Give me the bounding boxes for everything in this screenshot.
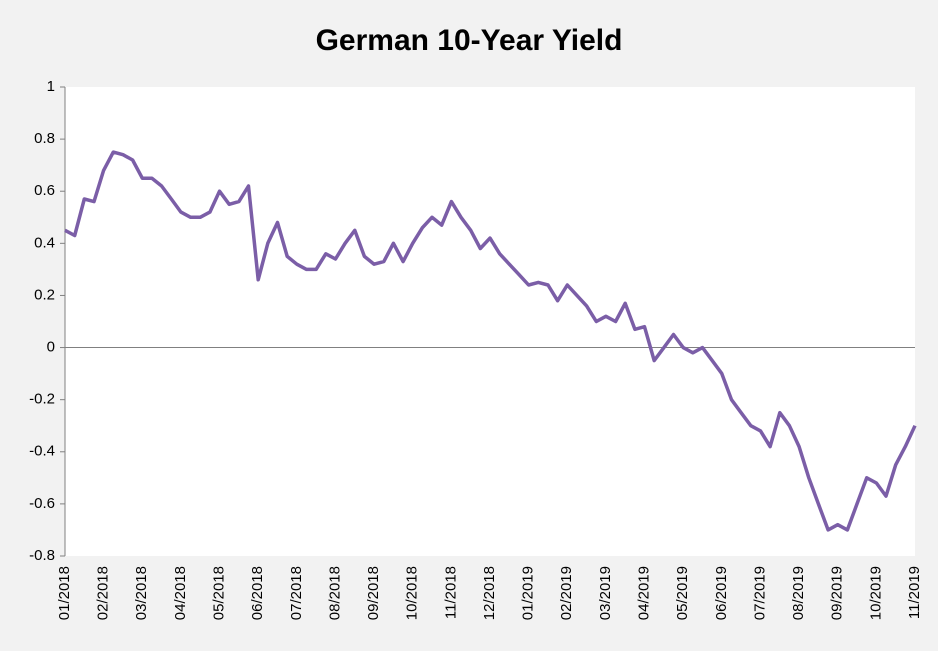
x-tick-label: 10/2018 <box>404 566 421 620</box>
x-tick-label: 11/2018 <box>442 566 459 619</box>
plot-area <box>65 87 915 556</box>
x-tick-label: 04/2018 <box>172 566 189 620</box>
line-series <box>64 150 917 532</box>
x-tick-label: 10/2019 <box>867 566 884 620</box>
x-tick-label: 08/2019 <box>790 566 807 620</box>
x-tick-label: 11/2019 <box>906 566 923 619</box>
x-tick-label: 03/2019 <box>597 566 614 620</box>
y-tick-label: -0.4 <box>29 443 55 460</box>
x-tick-label: 05/2018 <box>211 566 228 620</box>
x-tick-label: 08/2018 <box>326 566 343 620</box>
x-tick-label: 07/2019 <box>751 566 768 620</box>
x-tick-label: 09/2019 <box>829 566 846 620</box>
x-tick-label: 06/2019 <box>713 566 730 620</box>
y-tick-label: -0.8 <box>29 547 55 564</box>
x-tick-label: 07/2018 <box>288 566 305 620</box>
y-tick-label: 0 <box>47 339 55 356</box>
x-tick-label: 02/2018 <box>95 566 112 620</box>
x-tick-label: 05/2019 <box>674 566 691 620</box>
chart-title: German 10-Year Yield <box>316 24 623 57</box>
x-tick-label: 04/2019 <box>636 566 653 620</box>
x-tick-label: 03/2018 <box>133 566 150 620</box>
y-tick-label: 0.8 <box>34 130 55 147</box>
y-tick-label: -0.6 <box>29 495 55 512</box>
x-tick-label: 01/2018 <box>56 566 73 620</box>
y-tick-label: 0.6 <box>34 182 55 199</box>
x-tick-label: 09/2018 <box>365 566 382 620</box>
x-tick-label: 06/2018 <box>249 566 266 620</box>
y-tick-label: 0.2 <box>34 286 55 303</box>
y-tick-label: -0.2 <box>29 391 55 408</box>
y-tick-label: 1 <box>47 78 55 95</box>
y-tick-label: 0.4 <box>34 234 55 251</box>
x-tick-label: 12/2018 <box>481 566 498 620</box>
x-tick-label: 01/2019 <box>520 566 537 620</box>
x-tick-label: 02/2019 <box>558 566 575 620</box>
